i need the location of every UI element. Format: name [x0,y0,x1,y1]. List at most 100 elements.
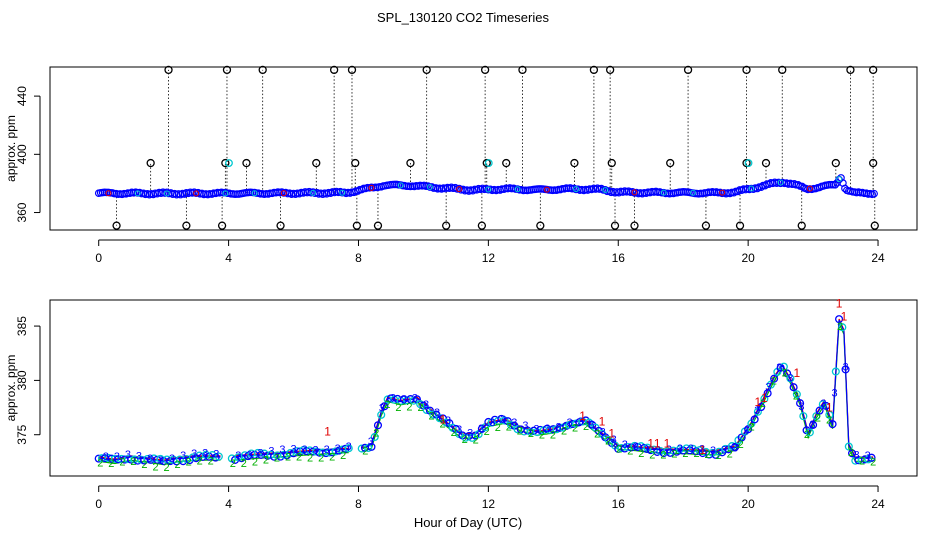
series-label-point: 3 [489,417,495,429]
series-label-point: 2 [638,448,644,460]
spike-point [477,221,487,230]
x-tick-label: 0 [95,251,102,265]
series-label-point: 2 [572,422,578,434]
series-label-point: 3 [456,424,462,436]
series-label-point: 3 [412,392,418,404]
data-point [805,428,814,437]
series-label-point: 2 [660,450,666,462]
series-label-point: 3 [732,442,738,454]
data-point [730,188,738,197]
y-axis-label: approx. ppm [4,115,18,182]
spike-point [666,158,675,168]
series-label-point: 1 [599,415,606,429]
spike-point [846,65,855,75]
series-label-point: 3 [578,416,584,428]
series-label-point: 3 [368,436,374,448]
spike-point [831,158,840,168]
spike-point [406,158,415,168]
spike-point [351,158,360,168]
series-label-point: 3 [798,401,804,413]
spike-point [742,65,751,75]
series-label-point: 3 [302,444,308,456]
data-point [789,383,798,392]
data-point [806,185,813,192]
series-label-point: 2 [605,436,611,448]
spike-point [222,65,232,75]
x-tick-label: 24 [871,251,885,265]
x-tick-label: 16 [612,251,626,265]
series-label-point: 2 [230,458,236,470]
series-label-point: 2 [417,402,423,414]
series-label-point: 2 [175,459,181,471]
series-label-point: 3 [313,444,319,456]
series-label-point: 3 [467,427,473,439]
data-point [757,402,766,412]
spike-point [442,221,451,230]
spike-point [536,221,545,230]
series-label-point: 2 [528,428,534,440]
spike-point [347,65,357,75]
panel-top: 0 4 8 12 16 20 24 360 400 440 approx. ppm [4,65,918,265]
spike-point [570,158,579,168]
data-point [280,190,287,197]
series-label-point: 2 [815,412,821,424]
series-label-point: 2 [462,434,468,446]
y-tick-label: 385 [15,316,29,336]
data-point [757,183,765,192]
spike-point [373,221,383,230]
series-label-point: 2 [517,425,523,437]
series-label-point: 3 [423,399,429,411]
series-label-point: 3 [765,382,771,394]
spike-point [518,65,527,75]
x-tick-label: 20 [741,251,755,265]
series-label-point: 3 [125,449,131,461]
data-point [193,190,200,197]
y-tick-label: 375 [15,424,29,444]
data-point [543,186,550,193]
series-label-point: 2 [837,321,843,333]
series-label-point: 3 [544,423,550,435]
x-tick-label: 4 [225,497,232,511]
data-point [222,190,229,197]
series-label-point: 2 [859,455,865,467]
series-label-point: 2 [362,446,368,458]
spike-point [778,65,787,75]
spike-point [482,158,491,168]
series-label-point: 1 [699,443,706,457]
data-point [721,444,730,453]
series-label-point: 3 [114,451,120,463]
series-label-point: 2 [804,429,810,441]
series-label-point: 2 [440,418,446,430]
series-label-point: 2 [749,422,755,434]
data-point [380,402,389,411]
x-tick-label: 0 [95,497,102,511]
series-label-point: 2 [274,453,280,465]
series-line-3 [98,319,874,462]
series-label-point: 1 [440,413,447,427]
series-label-point: 2 [108,458,114,470]
y-tick-label: 440 [15,86,29,106]
data-point [442,418,451,427]
x-tick-label: 8 [355,497,362,511]
series-label-point: 3 [401,395,407,407]
series-label-point: 2 [141,459,147,471]
series-label-point: 3 [842,361,848,373]
plot-frame [49,66,918,231]
series-label-point: 3 [500,414,506,426]
series-label-point: 1 [664,436,671,450]
data-point [761,181,769,190]
spike-point [312,158,321,168]
series-label-point: 3 [235,450,241,462]
spike-point [761,158,771,168]
data-point [134,190,141,197]
spike-point [146,158,155,168]
data-point [841,365,850,374]
data-point [429,410,438,419]
x-tick-label: 24 [871,497,885,511]
series-label-point: 3 [268,445,274,457]
series-label-point: 2 [197,455,203,467]
series-label-point: 2 [97,458,103,470]
series-label-point: 3 [743,426,749,438]
